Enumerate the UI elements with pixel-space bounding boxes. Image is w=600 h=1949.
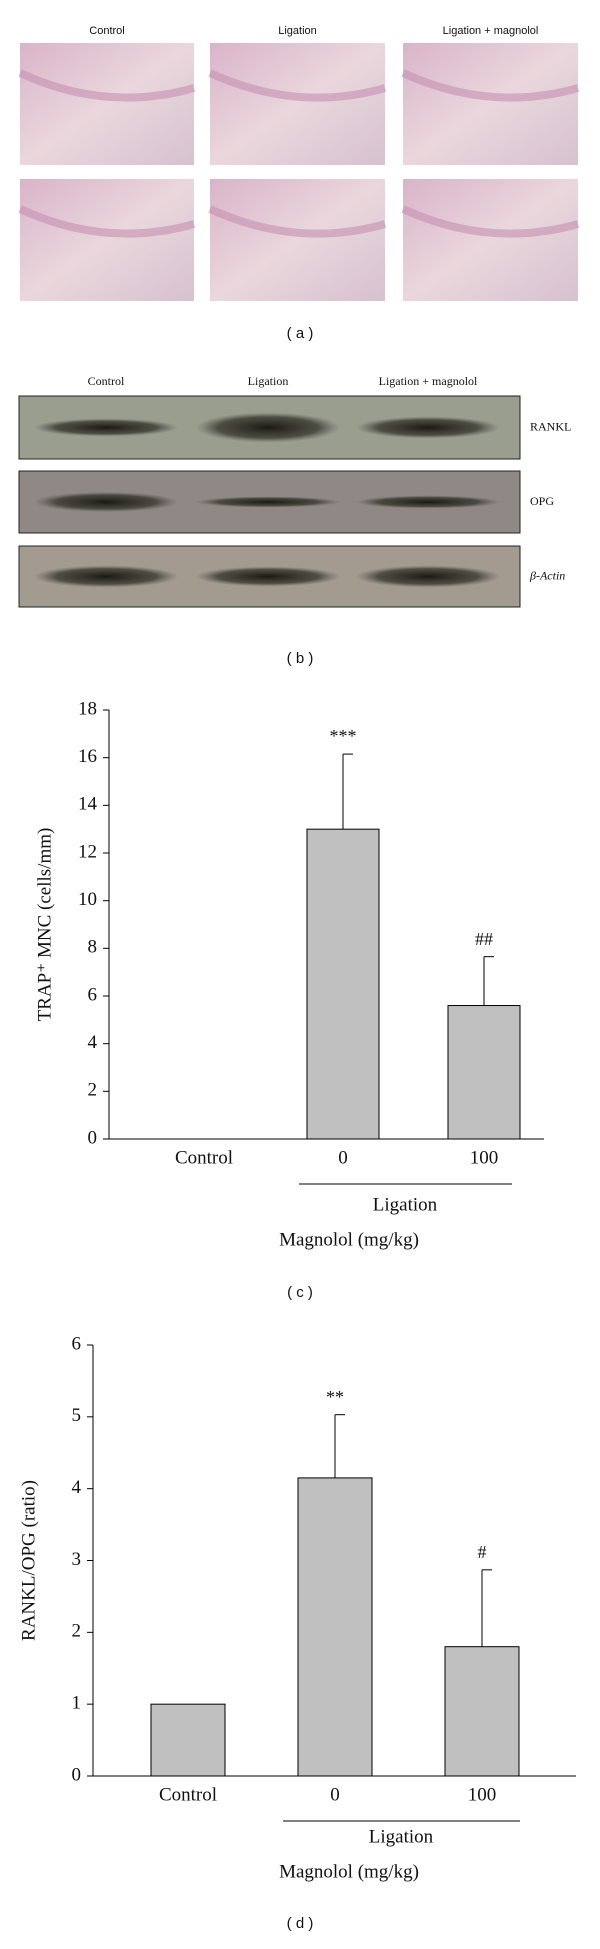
y-tick-label: 4 [88,1032,98,1053]
blot-band [34,492,178,512]
micrograph [403,43,578,165]
micrograph [210,43,385,165]
blot-band [356,416,500,439]
x-tick-label: 0 [330,1784,340,1805]
lane-title: Control [88,374,125,388]
tissue-structure [18,205,196,238]
panel-label: ( c ) [287,1284,313,1301]
y-tick-label: 14 [78,794,98,815]
bar [306,828,380,1140]
blot-band [196,412,340,443]
y-tick-label: 0 [88,1127,98,1148]
panel-a: Control Ligation Ligation + magnolol ( a ) [18,25,580,342]
y-axis-label: RANKL/OPG (ratio) [18,1480,39,1641]
panel-label: ( b ) [287,650,314,667]
blot-band [34,565,178,588]
significance: *** [330,726,357,746]
micrograph [210,179,385,301]
y-tick-label: 2 [88,1080,98,1101]
x-tick-label: 0 [338,1147,348,1168]
column-title: Ligation + magnolol [443,25,539,37]
y-tick-label: 8 [88,937,98,958]
y-tick-label: 12 [78,841,97,862]
micrograph [20,179,194,301]
blot-band [196,496,340,508]
y-tick-label: 10 [78,889,97,910]
significance: ** [326,1387,344,1407]
tissue-structure [401,205,580,238]
row-label: β-Actin [529,568,565,582]
blot-band [356,495,500,509]
y-tick-label: 5 [72,1405,82,1426]
tissue-structure [18,69,196,102]
y-tick-label: 6 [72,1333,82,1354]
column-title: Control [89,25,124,37]
y-tick-label: 3 [72,1549,82,1570]
x-tick-label: Control [159,1784,217,1805]
blot-band [196,566,340,587]
panel-b: Control Ligation Ligation + magnolol RANKL O… [18,374,571,667]
significance: # [478,1542,487,1562]
lane-title: Ligation [248,374,289,388]
group-label: Ligation [373,1194,438,1215]
tissue-structure [208,69,387,102]
x-tick-label: 100 [470,1147,499,1168]
bar [447,1005,521,1140]
micrograph [20,43,194,165]
y-tick-label: 16 [78,746,97,767]
y-tick-label: 2 [72,1621,82,1642]
tissue-structure [208,205,387,238]
panel-label: ( a ) [287,325,314,342]
x-axis-label: Magnolol (mg/kg) [279,1861,419,1882]
x-tick-label: Control [175,1147,233,1168]
y-axis-label: TRAP⁺ MNC (cells/mm) [34,828,55,1022]
panel-d: 0 1 2 3 4 5 6 Control 0 ** 100 # Ligation Magnolol (m… [18,1333,576,1932]
row-label: OPG [530,494,554,508]
blot-band [34,418,178,437]
row-label: RANKL [530,419,571,433]
bar [150,1703,226,1777]
lane-title: Ligation + magnolol [379,374,478,388]
blot-band [356,565,500,588]
micrograph [403,179,578,301]
panel-c: 0 2 4 6 8 10 12 14 16 18 Control 0 *** 100 ## Ligation M… [34,698,544,1301]
y-tick-label: 0 [72,1764,82,1785]
y-tick-label: 18 [78,698,97,719]
group-label: Ligation [369,1826,434,1847]
significance: ## [475,929,493,949]
y-tick-label: 1 [72,1693,82,1714]
x-tick-label: 100 [468,1784,497,1805]
bar [297,1477,373,1777]
y-tick-label: 6 [88,984,98,1005]
x-axis-label: Magnolol (mg/kg) [279,1229,419,1250]
panel-label: ( d ) [287,1915,314,1932]
y-tick-label: 4 [72,1477,82,1498]
tissue-structure [401,69,580,102]
column-title: Ligation [278,25,317,37]
bar [444,1646,520,1777]
